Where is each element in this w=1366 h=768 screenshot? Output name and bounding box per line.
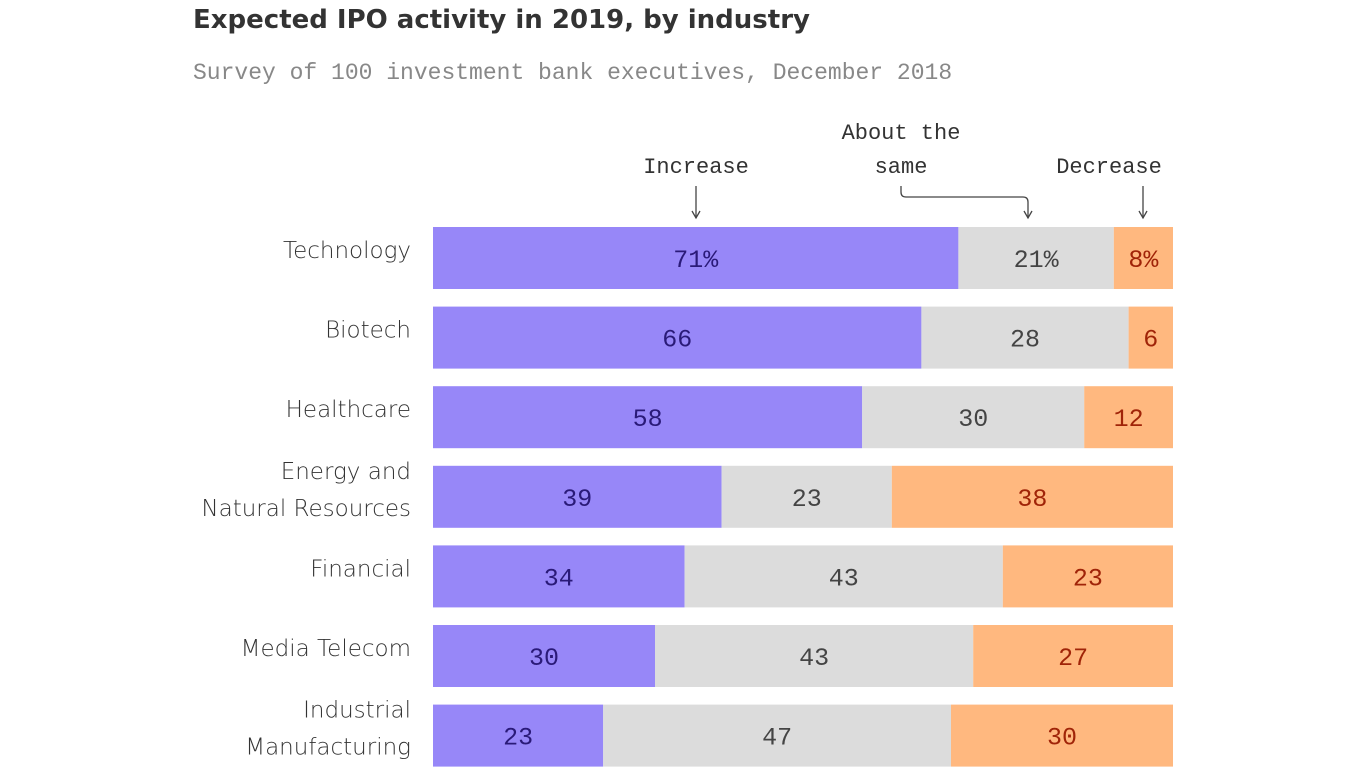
data-label: 66: [662, 326, 692, 355]
data-label: 47: [762, 724, 792, 753]
data-label: 30: [958, 405, 988, 434]
bar-segment-decrease: [1002, 545, 1173, 608]
bar-segment-increase: [433, 704, 604, 767]
bar-segment-increase: [433, 545, 685, 608]
category-label: Healthcare: [286, 397, 411, 423]
category-label: Biotech: [325, 318, 411, 344]
arrowhead-icon: [691, 210, 701, 220]
bar-segment-increase: [433, 625, 655, 687]
data-label: 43: [799, 644, 829, 673]
bar-segment-about-the-same: [684, 545, 1003, 608]
chart-title: Expected IPO activity in 2019, by indust…: [193, 5, 810, 35]
bar-segment-increase: [433, 306, 922, 369]
arrowhead-icon: [1023, 210, 1033, 220]
bar-segment-decrease: [951, 704, 1173, 767]
bar-segment-about-the-same: [655, 625, 974, 687]
data-label: 23: [503, 724, 533, 753]
annotation-label: About the: [842, 121, 961, 146]
legend-annotations: Increase About the same Decrease: [643, 121, 1162, 220]
chart-subtitle: Survey of 100 investment bank executives…: [193, 60, 952, 86]
bar-segment-about-the-same: [603, 704, 951, 767]
data-label: 38: [1017, 485, 1047, 514]
bars: 71% 21% 8% Technology 66 28 6 Biotech 58 30 12 Heal…: [201, 227, 1173, 767]
category-label: Manufacturing: [245, 735, 411, 761]
data-label: 21%: [1014, 246, 1060, 275]
bar-row: 39 23 38 Energy and Natural Resources: [201, 459, 1173, 528]
category-label: Media Telecom: [241, 636, 411, 662]
data-label: 43: [829, 564, 859, 593]
annotation-arrow: [900, 186, 1029, 218]
data-label: 12: [1114, 405, 1144, 434]
data-label: 28: [1010, 326, 1040, 355]
bar-segment-about-the-same: [721, 465, 892, 528]
bar-row: 30 43 27 Media Telecom: [241, 625, 1173, 687]
bar-segment-increase: [433, 386, 863, 449]
data-label: 34: [544, 564, 574, 593]
bar-row: 71% 21% 8% Technology: [283, 227, 1173, 289]
category-label: Technology: [283, 238, 411, 264]
bar-row: 34 43 23 Financial: [310, 545, 1173, 608]
arrowhead-icon: [1138, 210, 1148, 220]
annotation-label: Decrease: [1056, 155, 1162, 180]
data-label: 23: [792, 485, 822, 514]
annotation-label: Increase: [643, 155, 749, 180]
data-label: 71%: [673, 246, 719, 275]
data-label: 39: [562, 485, 592, 514]
data-label: 58: [633, 405, 663, 434]
category-label: Financial: [310, 556, 411, 582]
bar-segment-about-the-same: [958, 227, 1114, 289]
bar-segment-decrease: [973, 625, 1173, 687]
data-label: 6: [1143, 326, 1158, 355]
category-label: Energy and: [281, 459, 411, 485]
data-label: 30: [529, 644, 559, 673]
bar-row: 23 47 30 Industrial Manufacturing: [245, 698, 1173, 767]
bar-segment-decrease: [1084, 386, 1173, 449]
annotation-label: same: [875, 155, 928, 180]
data-label: 27: [1058, 644, 1088, 673]
data-label: 30: [1047, 724, 1077, 753]
category-label: Natural Resources: [201, 496, 411, 522]
bar-segment-decrease: [891, 465, 1173, 528]
bar-segment-increase: [433, 227, 959, 289]
data-label: 8%: [1128, 246, 1159, 275]
bar-segment-decrease: [1113, 227, 1173, 289]
data-label: 23: [1073, 564, 1103, 593]
bar-segment-about-the-same: [862, 386, 1085, 449]
category-label: Industrial: [303, 698, 411, 724]
bar-segment-decrease: [1128, 306, 1173, 369]
bar-segment-increase: [433, 465, 722, 528]
bar-segment-about-the-same: [921, 306, 1129, 369]
bar-row: 58 30 12 Healthcare: [286, 386, 1173, 449]
bar-row: 66 28 6 Biotech: [325, 306, 1173, 369]
